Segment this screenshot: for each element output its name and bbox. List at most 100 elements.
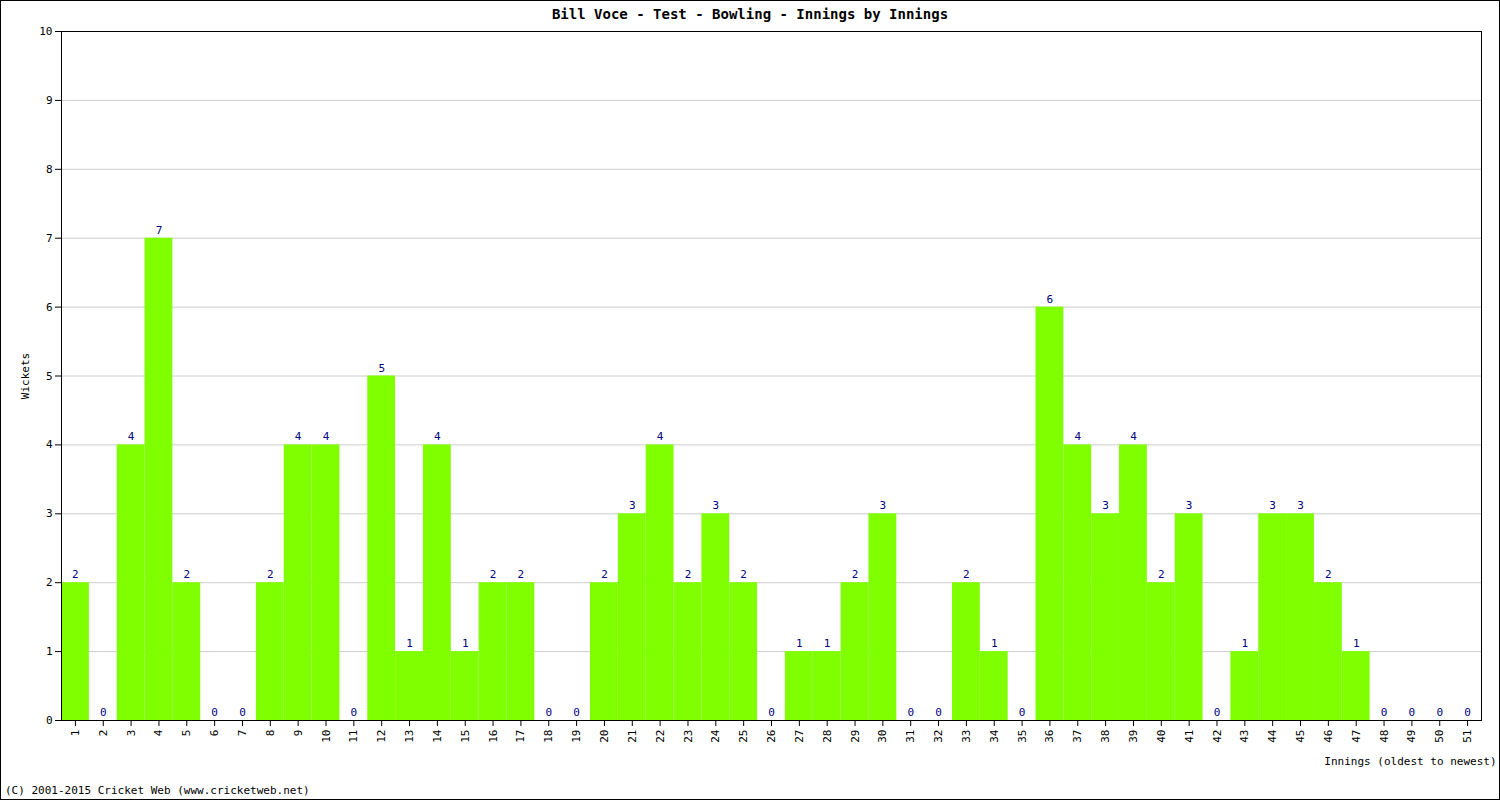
svg-text:0: 0: [239, 706, 246, 719]
svg-text:32: 32: [932, 730, 945, 743]
svg-text:35: 35: [1016, 730, 1029, 743]
svg-text:2: 2: [685, 568, 692, 581]
svg-text:11: 11: [347, 730, 360, 743]
svg-text:0: 0: [351, 706, 358, 719]
svg-text:0: 0: [100, 706, 107, 719]
svg-text:41: 41: [1183, 730, 1196, 743]
svg-text:0: 0: [545, 706, 552, 719]
svg-text:20: 20: [598, 730, 611, 743]
svg-text:2: 2: [601, 568, 608, 581]
svg-text:2: 2: [97, 730, 110, 737]
svg-text:7: 7: [46, 232, 53, 245]
svg-text:3: 3: [880, 499, 887, 512]
svg-text:46: 46: [1322, 730, 1335, 743]
svg-text:2: 2: [963, 568, 970, 581]
svg-text:13: 13: [403, 730, 416, 743]
svg-text:10: 10: [320, 730, 333, 743]
svg-text:29: 29: [849, 730, 862, 743]
svg-text:2: 2: [183, 568, 190, 581]
svg-text:21: 21: [626, 730, 639, 743]
svg-text:17: 17: [514, 730, 527, 743]
svg-text:3: 3: [125, 730, 138, 737]
svg-text:1: 1: [462, 637, 469, 650]
svg-text:28: 28: [821, 730, 834, 743]
svg-text:48: 48: [1378, 730, 1391, 743]
svg-text:5: 5: [180, 730, 193, 737]
svg-text:25: 25: [737, 730, 750, 743]
svg-text:2: 2: [1158, 568, 1165, 581]
svg-text:2: 2: [518, 568, 525, 581]
svg-text:5: 5: [378, 362, 385, 375]
svg-text:4: 4: [152, 729, 165, 736]
svg-text:0: 0: [573, 706, 580, 719]
svg-text:0: 0: [768, 706, 775, 719]
svg-text:0: 0: [1409, 706, 1416, 719]
svg-text:4: 4: [128, 430, 135, 443]
svg-text:1: 1: [796, 637, 803, 650]
svg-text:2: 2: [740, 568, 747, 581]
svg-text:37: 37: [1071, 730, 1084, 743]
svg-text:12: 12: [375, 730, 388, 743]
svg-text:39: 39: [1127, 730, 1140, 743]
svg-text:50: 50: [1433, 730, 1446, 743]
svg-text:4: 4: [1130, 430, 1137, 443]
svg-text:40: 40: [1155, 730, 1168, 743]
svg-text:2: 2: [72, 568, 79, 581]
svg-text:1: 1: [406, 637, 413, 650]
svg-text:51: 51: [1461, 730, 1474, 743]
svg-text:1: 1: [824, 637, 831, 650]
svg-text:14: 14: [431, 729, 444, 743]
svg-text:1: 1: [991, 637, 998, 650]
svg-text:0: 0: [1436, 706, 1443, 719]
svg-text:6: 6: [1047, 293, 1054, 306]
svg-text:2: 2: [1325, 568, 1332, 581]
svg-text:45: 45: [1294, 730, 1307, 743]
svg-text:26: 26: [765, 730, 778, 743]
svg-text:0: 0: [211, 706, 218, 719]
svg-text:18: 18: [542, 730, 555, 743]
svg-text:2: 2: [267, 568, 274, 581]
svg-text:3: 3: [46, 507, 53, 520]
svg-text:0: 0: [1381, 706, 1388, 719]
svg-text:2: 2: [852, 568, 859, 581]
svg-text:4: 4: [295, 430, 302, 443]
svg-text:0: 0: [935, 706, 942, 719]
svg-text:22: 22: [654, 730, 667, 743]
svg-text:6: 6: [46, 301, 53, 314]
svg-text:Wickets: Wickets: [19, 353, 32, 399]
svg-text:4: 4: [1074, 430, 1081, 443]
svg-text:1: 1: [1242, 637, 1249, 650]
svg-text:7: 7: [236, 730, 249, 737]
svg-text:3: 3: [713, 499, 720, 512]
svg-text:8: 8: [264, 730, 277, 737]
svg-text:2: 2: [490, 568, 497, 581]
svg-text:2: 2: [46, 576, 53, 589]
svg-text:3: 3: [1102, 499, 1109, 512]
svg-text:27: 27: [793, 730, 806, 743]
svg-text:8: 8: [46, 163, 53, 176]
svg-text:5: 5: [46, 370, 53, 383]
svg-text:6: 6: [208, 730, 221, 737]
svg-text:43: 43: [1238, 730, 1251, 743]
svg-text:9: 9: [46, 94, 53, 107]
svg-text:3: 3: [1186, 499, 1193, 512]
svg-text:0: 0: [46, 714, 53, 727]
svg-text:4: 4: [323, 430, 330, 443]
svg-text:31: 31: [904, 730, 917, 743]
svg-text:4: 4: [434, 430, 441, 443]
svg-text:7: 7: [156, 224, 163, 237]
svg-text:Innings (oldest to newest): Innings (oldest to newest): [1324, 755, 1496, 768]
svg-text:10: 10: [39, 27, 52, 38]
svg-text:1: 1: [1353, 637, 1360, 650]
svg-text:1: 1: [69, 730, 82, 737]
svg-text:47: 47: [1350, 730, 1363, 743]
svg-text:15: 15: [459, 730, 472, 743]
svg-text:49: 49: [1405, 730, 1418, 743]
svg-text:16: 16: [487, 730, 500, 743]
svg-text:3: 3: [629, 499, 636, 512]
svg-text:34: 34: [988, 729, 1001, 743]
svg-text:19: 19: [570, 730, 583, 743]
svg-text:30: 30: [876, 730, 889, 743]
svg-text:38: 38: [1099, 730, 1112, 743]
svg-text:9: 9: [292, 730, 305, 737]
